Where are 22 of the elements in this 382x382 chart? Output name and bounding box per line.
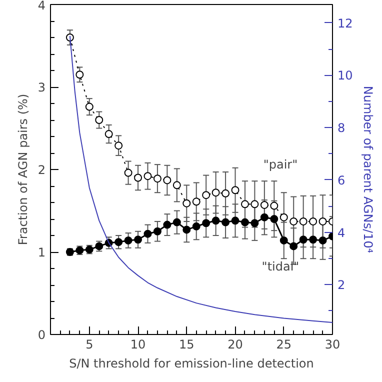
y2-tick-label: 12 [338,16,353,30]
x-axis-title: S/N threshold for emission-line detection [69,356,314,370]
y-tick-label: 3 [38,80,46,94]
x-tick-label: 25 [276,338,292,352]
y2-tick-label: 8 [338,121,346,136]
annotation: "tidal" [262,260,300,274]
y-tick-label: 1 [38,246,46,260]
y-axis-title: Fraction of AGN pairs (%) [16,94,30,246]
x-tick-label: 30 [324,338,340,352]
y2-tick-label: 2 [338,278,346,292]
annotation: "pair" [263,158,298,172]
y-tick-label: 4 [38,0,46,12]
y2-tick-label: 4 [338,226,346,240]
y2-tick-label: 10 [338,68,353,83]
y-tick-label: 2 [38,163,46,177]
y2-tick-label: 6 [338,173,346,188]
y2-axis-title: Number of parent AGNs/10⁴ [360,86,375,254]
y-tick-label: 0 [38,328,46,342]
x-tick-label: 10 [130,338,146,352]
x-tick-label: 20 [228,338,243,352]
x-tick-label: 5 [86,338,94,352]
x-tick-label: 15 [179,338,194,352]
